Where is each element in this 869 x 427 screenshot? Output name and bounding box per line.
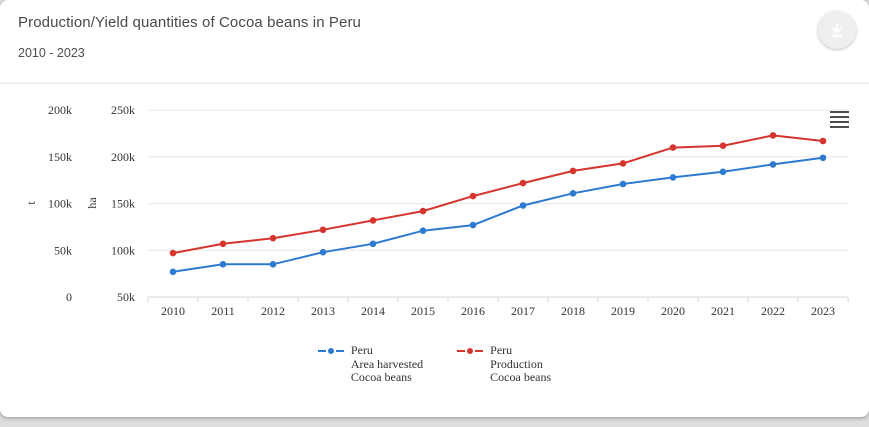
t-axis-tick-label: 100k xyxy=(48,197,72,211)
data-point[interactable] xyxy=(669,174,677,181)
data-point[interactable] xyxy=(769,132,777,139)
data-point[interactable] xyxy=(269,261,277,268)
chart-header: Production/Yield quantities of Cocoa bea… xyxy=(0,0,869,84)
ha-axis-title: ha xyxy=(85,197,99,209)
data-point[interactable] xyxy=(269,234,277,242)
x-axis-label: 2010 xyxy=(161,304,185,318)
ha-axis-tick-label: 100k xyxy=(111,243,135,257)
data-point[interactable] xyxy=(219,261,227,268)
page-title: Production/Yield quantities of Cocoa bea… xyxy=(18,14,361,31)
data-point[interactable] xyxy=(419,227,427,234)
x-axis-label: 2016 xyxy=(461,304,485,318)
t-axis-tick-label: 0 xyxy=(66,290,72,304)
legend-marker-icon xyxy=(317,348,344,354)
data-point[interactable] xyxy=(419,207,427,215)
legend-label: Peru Area harvested Cocoa beans xyxy=(350,343,424,384)
data-point[interactable] xyxy=(169,249,177,257)
data-point[interactable] xyxy=(669,144,677,151)
x-axis-label: 2021 xyxy=(711,304,735,318)
data-point[interactable] xyxy=(319,226,327,234)
data-point[interactable] xyxy=(619,180,627,188)
line-chart-plot: 0 50k 100k 150k 200k t 50k 100k 150k 200k 250k ha 20… xyxy=(24,103,849,318)
x-axis-label: 2019 xyxy=(611,304,635,318)
data-point[interactable] xyxy=(569,190,577,197)
series-line-t xyxy=(172,134,824,255)
series-line-ha xyxy=(172,156,824,273)
data-point[interactable] xyxy=(319,248,327,256)
legend-marker-icon xyxy=(457,348,484,354)
chart-legend: Peru Area harvested Cocoa beans Peru Product… xyxy=(0,343,869,385)
x-axis-label: 2023 xyxy=(811,304,835,318)
t-axis-tick-label: 50k xyxy=(54,243,72,257)
t-axis-title: t xyxy=(24,201,38,205)
x-axis-label: 2015 xyxy=(411,304,435,318)
download-icon xyxy=(829,22,845,38)
data-point[interactable] xyxy=(619,160,627,167)
chart-subtitle: 2010 - 2023 xyxy=(18,46,85,60)
x-axis-label: 2012 xyxy=(261,304,285,318)
chart-context-menu-button[interactable] xyxy=(830,110,850,129)
data-point[interactable] xyxy=(469,192,477,200)
chart-card: Production/Yield quantities of Cocoa bea… xyxy=(0,0,869,417)
data-point[interactable] xyxy=(719,142,727,149)
data-point[interactable] xyxy=(369,240,377,248)
x-axis-label: 2022 xyxy=(761,304,785,318)
legend-item[interactable]: Peru Production Cocoa beans xyxy=(457,343,552,385)
data-point[interactable] xyxy=(769,161,777,168)
data-point[interactable] xyxy=(819,137,827,145)
hamburger-menu-icon xyxy=(830,111,849,113)
data-point[interactable] xyxy=(519,202,527,209)
x-axis-label: 2011 xyxy=(211,304,235,318)
x-axis-label: 2013 xyxy=(311,304,335,318)
ha-axis-tick-label: 200k xyxy=(111,150,135,164)
ha-axis-tick-label: 50k xyxy=(117,290,135,304)
x-axis-label: 2018 xyxy=(561,304,585,318)
x-axis-label: 2020 xyxy=(661,304,685,318)
ha-axis-tick-label: 250k xyxy=(111,103,135,117)
legend-item[interactable]: Peru Area harvested Cocoa beans xyxy=(317,343,424,385)
legend-label: Peru Production Cocoa beans xyxy=(490,343,552,384)
data-point[interactable] xyxy=(519,179,527,187)
data-point[interactable] xyxy=(469,221,477,229)
x-axis-label: 2014 xyxy=(361,304,385,318)
data-point[interactable] xyxy=(569,167,577,175)
x-axis-label: 2017 xyxy=(511,304,535,318)
t-axis-tick-label: 200k xyxy=(48,103,72,117)
data-point[interactable] xyxy=(169,268,177,276)
data-point[interactable] xyxy=(369,217,377,224)
t-axis-tick-label: 150k xyxy=(48,150,72,164)
data-point[interactable] xyxy=(219,240,227,248)
data-point[interactable] xyxy=(819,154,827,162)
ha-axis-tick-label: 150k xyxy=(111,197,135,211)
data-point[interactable] xyxy=(719,168,727,176)
download-button[interactable] xyxy=(818,11,856,49)
